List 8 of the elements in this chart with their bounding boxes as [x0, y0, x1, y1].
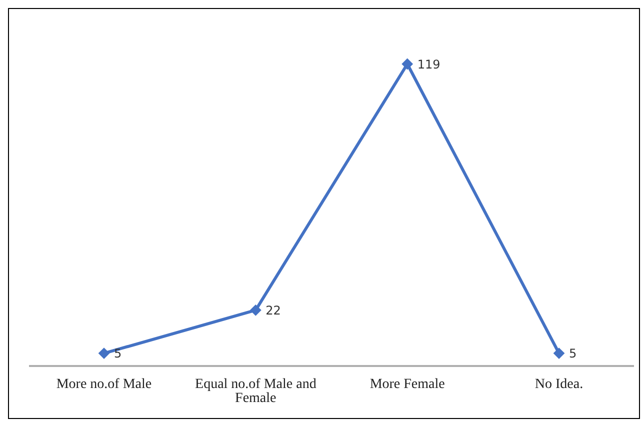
data-label: 22: [266, 303, 281, 318]
x-tick-label: More no.of Male: [56, 376, 152, 392]
x-tick-label: Equal no.of Male and Female: [195, 376, 316, 406]
data-label: 5: [569, 346, 577, 361]
x-tick-label: More Female: [370, 376, 445, 392]
data-label: 119: [417, 57, 440, 72]
x-tick-label: No Idea.: [534, 376, 584, 392]
data-label: 5: [114, 346, 122, 361]
